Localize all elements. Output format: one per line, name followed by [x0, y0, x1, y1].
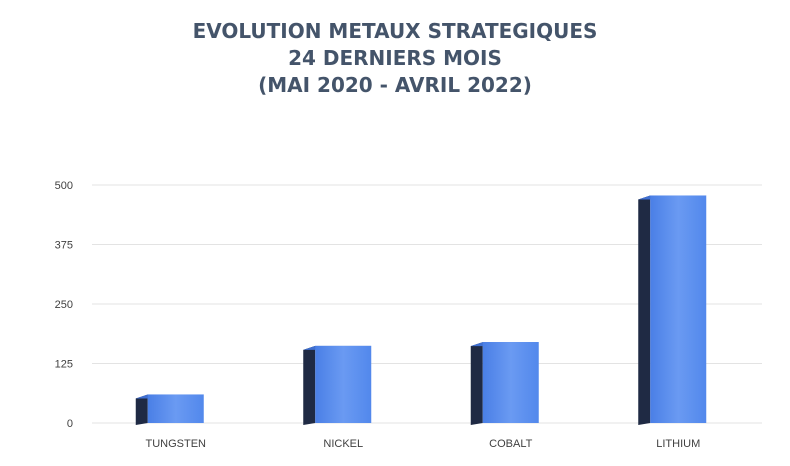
- y-tick-label: 250: [55, 299, 73, 311]
- bar-front: [315, 345, 372, 423]
- bar-nickel: [303, 345, 372, 425]
- bar-lithium: [638, 195, 707, 425]
- y-tick-label: 125: [55, 359, 73, 371]
- y-axis-ticks: 0 125 250 375 500: [55, 180, 73, 430]
- x-tick-label: TUNGSTEN: [146, 438, 207, 450]
- x-tick-label: COBALT: [489, 438, 532, 450]
- bar-side: [638, 195, 651, 425]
- chart-title-line-3: (MAI 2020 - AVRIL 2022): [258, 73, 532, 97]
- bar-side: [470, 342, 483, 425]
- y-tick-label: 375: [55, 240, 73, 252]
- chart-title-line-2: 24 DERNIERS MOIS: [288, 46, 502, 70]
- bar-side: [303, 345, 316, 425]
- y-tick-label: 500: [55, 180, 73, 192]
- chart-title-line-1: EVOLUTION METAUX STRATEGIQUES: [192, 19, 598, 43]
- bar-cobalt: [470, 342, 539, 425]
- chart-title: EVOLUTION METAUX STRATEGIQUES 24 DERNIER…: [0, 18, 790, 99]
- y-tick-label: 0: [67, 418, 73, 430]
- bars: [135, 195, 707, 425]
- bar-side: [135, 394, 148, 425]
- x-tick-label: LITHIUM: [656, 438, 700, 450]
- bar-front: [650, 195, 707, 423]
- x-axis-labels: TUNGSTEN NICKEL COBALT LITHIUM: [146, 438, 701, 450]
- bar-tungsten: [135, 394, 204, 425]
- bar-front: [482, 342, 539, 423]
- x-tick-label: NICKEL: [323, 438, 363, 450]
- bar-front: [147, 394, 204, 423]
